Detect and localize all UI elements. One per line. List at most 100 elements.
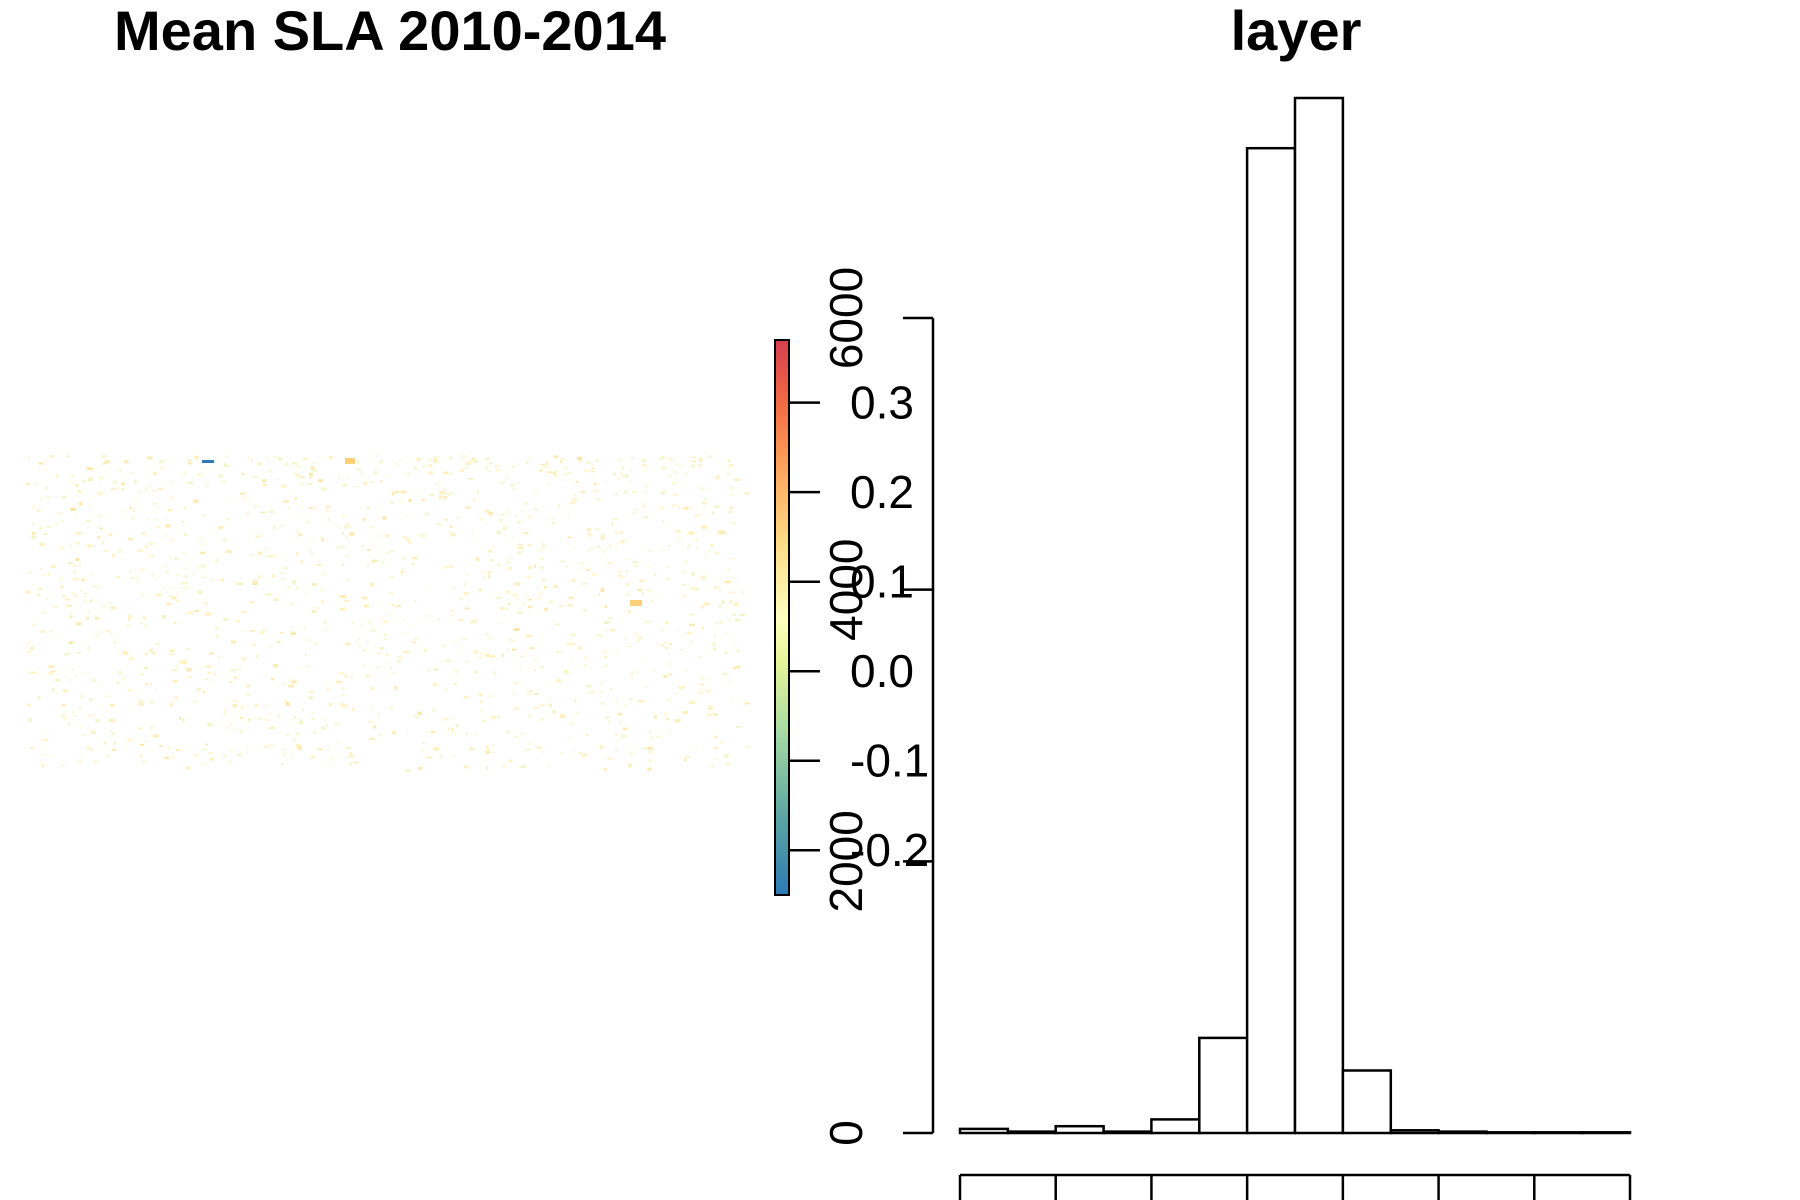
map-speckle <box>143 625 148 628</box>
map-speckle <box>170 496 173 500</box>
map-speckle <box>705 572 707 575</box>
map-speckle <box>28 572 32 574</box>
map-speckle <box>432 708 436 712</box>
map-speckle <box>453 587 457 590</box>
map-speckle <box>505 607 508 610</box>
map-speckle <box>241 472 245 476</box>
map-speckle <box>183 471 186 475</box>
map-speckle <box>429 494 434 497</box>
map-speckle <box>629 479 632 482</box>
map-speckle <box>603 621 610 624</box>
map-speckle <box>701 605 704 609</box>
map-speckle <box>288 684 294 688</box>
map-speckle <box>460 644 462 647</box>
map-speckle <box>506 730 510 734</box>
map-speckle <box>683 560 688 563</box>
map-speckle <box>292 580 296 583</box>
map-speckle <box>149 485 151 487</box>
map-speckle <box>311 552 313 556</box>
map-speckle <box>140 673 144 676</box>
map-speckle <box>468 478 474 480</box>
map-speckle <box>251 643 257 646</box>
map-speckle <box>590 470 595 473</box>
map-speckle <box>625 570 628 572</box>
map-panel: Mean SLA 2010-2014 0.3 0.2 0.1 0.0 -0.1 -0.2 <box>25 0 929 896</box>
map-speckle <box>184 587 189 590</box>
map-speckle <box>668 459 674 462</box>
map-speckle <box>32 508 35 510</box>
map-speckle <box>534 659 537 662</box>
map-speckle <box>308 476 312 479</box>
map-speckle <box>398 460 403 462</box>
map-speckle <box>240 705 245 709</box>
map-speckle <box>474 619 478 621</box>
map-speckle <box>373 738 375 742</box>
map-speckle <box>719 620 723 624</box>
map-speckle <box>117 549 122 554</box>
map-speckle <box>617 712 622 716</box>
map-speckle <box>499 481 505 484</box>
map-speckle <box>201 514 207 516</box>
map-speckle <box>488 694 494 698</box>
map-speckle <box>362 518 366 521</box>
map-speckle <box>728 510 732 514</box>
map-speckle <box>232 699 239 702</box>
map-speckle <box>724 581 727 583</box>
map-speckle <box>69 641 74 644</box>
map-speckle <box>366 549 371 551</box>
map-speckle <box>548 703 553 707</box>
map-speckle <box>647 767 652 771</box>
map-speckle <box>668 643 672 645</box>
map-speckle <box>540 557 543 561</box>
map-speckle <box>643 485 648 487</box>
map-speckle <box>110 703 115 707</box>
map-speckle <box>193 700 197 703</box>
map-speckle <box>211 578 214 583</box>
map-speckle <box>484 466 489 469</box>
map-speckle <box>408 540 411 544</box>
map-speckle <box>620 472 623 475</box>
map-speckle <box>643 516 649 518</box>
map-speckle <box>293 471 297 474</box>
map-speckle <box>173 621 177 624</box>
map-speckle <box>615 493 617 496</box>
histogram-bar <box>1485 1131 1536 1135</box>
map-speckle <box>47 573 50 576</box>
map-speckle <box>119 652 121 654</box>
map-speckle <box>447 726 450 731</box>
map-speckle <box>309 691 315 694</box>
map-speckle <box>513 487 515 491</box>
map-speckle <box>163 534 169 538</box>
map-speckle <box>641 464 647 467</box>
map-speckle <box>185 766 192 770</box>
map-speckle <box>631 673 634 675</box>
map-speckle <box>598 545 600 549</box>
map-speckle <box>276 664 278 667</box>
map-speckle <box>649 759 653 763</box>
map-speckle <box>307 665 309 668</box>
map-speckle <box>354 486 359 488</box>
map-speckle <box>684 472 689 475</box>
map-speckle <box>733 635 735 639</box>
map-speckle <box>83 598 86 600</box>
map-speckle <box>112 480 118 484</box>
map-speckle <box>279 572 286 575</box>
map-speckle <box>583 567 585 571</box>
map-speckle <box>336 547 342 549</box>
map-speckle <box>690 572 695 576</box>
map-speckle <box>492 545 495 550</box>
map-speckle <box>342 686 345 691</box>
map-speckle <box>681 594 686 598</box>
map-speckle <box>108 533 113 536</box>
map-speckle <box>293 739 296 742</box>
map-speckle <box>418 766 423 770</box>
map-speckle <box>310 756 315 759</box>
map-speckle <box>473 650 478 654</box>
map-speckle <box>537 549 544 552</box>
map-speckle <box>428 588 430 591</box>
map-speckle <box>384 476 389 478</box>
map-speckle <box>624 558 630 560</box>
map-speckle <box>734 618 741 622</box>
map-speckle <box>497 563 501 566</box>
map-speckle <box>584 468 589 472</box>
